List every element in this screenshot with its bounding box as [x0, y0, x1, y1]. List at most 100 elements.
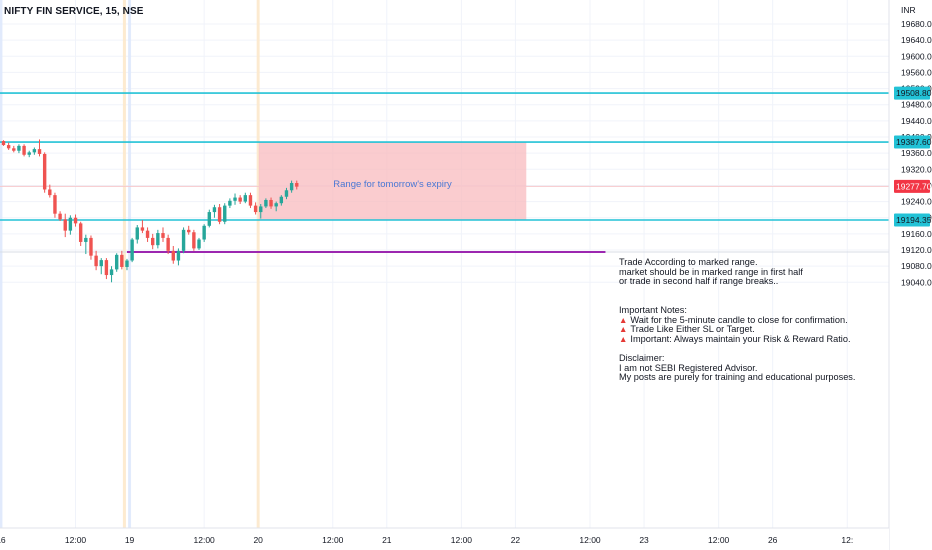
price-tag-label: 19387.60: [896, 137, 932, 147]
candle-body[interactable]: [161, 233, 165, 238]
candle-body[interactable]: [99, 260, 103, 267]
candle-body[interactable]: [114, 254, 119, 270]
x-tick-label: 22: [511, 535, 521, 545]
candle-body[interactable]: [120, 254, 124, 267]
candle-body[interactable]: [145, 230, 150, 238]
price-tag-label: 19277.70: [896, 181, 932, 191]
y-tick-label: 19440.00: [901, 116, 932, 126]
candle-body[interactable]: [58, 213, 62, 220]
session-marker: [128, 0, 132, 528]
candle-body[interactable]: [274, 203, 278, 207]
candle-body[interactable]: [78, 223, 83, 242]
y-tick-label: 19480.00: [901, 100, 932, 110]
x-tick-label: 12:00: [708, 535, 730, 545]
price-tag-label: 19508.80: [896, 88, 932, 98]
y-tick-label: 19640.00: [901, 35, 932, 45]
note-point-3-row: ▲ Important: Always maintain your Risk & …: [619, 333, 855, 345]
price-axis: [889, 0, 932, 550]
candle-body[interactable]: [233, 197, 237, 201]
candle-body[interactable]: [68, 217, 73, 231]
warning-icon: ▲: [619, 314, 628, 325]
time-axis: [0, 528, 889, 550]
y-tick-label: 19360.00: [901, 148, 932, 158]
y-tick-label: 19560.00: [901, 67, 932, 77]
notes-heading: Important Notes:: [619, 304, 687, 315]
candle-body[interactable]: [84, 237, 88, 242]
candle-body[interactable]: [187, 229, 191, 233]
candle-body[interactable]: [212, 207, 217, 213]
candle-body[interactable]: [264, 199, 268, 207]
candle-body[interactable]: [295, 183, 299, 187]
y-tick-label: 19080.00: [901, 261, 932, 271]
candle-body[interactable]: [53, 195, 57, 214]
candle-body[interactable]: [192, 232, 196, 249]
x-tick-label: 12:: [841, 535, 853, 545]
note-line-3: or trade in second half if range breaks.…: [619, 276, 779, 287]
x-tick-label: 12:00: [579, 535, 601, 545]
candle-body[interactable]: [202, 225, 206, 240]
candle-body[interactable]: [104, 260, 109, 276]
candle-body[interactable]: [217, 207, 222, 222]
candle-body[interactable]: [6, 145, 11, 149]
candle-body[interactable]: [248, 195, 253, 206]
candle-body[interactable]: [125, 260, 129, 267]
candle-body[interactable]: [259, 206, 263, 213]
candle-body[interactable]: [48, 189, 52, 196]
candle-body[interactable]: [27, 152, 31, 155]
warning-icon: ▲: [619, 333, 628, 344]
candle-body[interactable]: [12, 148, 16, 151]
candle-body[interactable]: [223, 205, 227, 222]
candle-body[interactable]: [89, 237, 93, 256]
candle-body[interactable]: [207, 212, 211, 226]
session-marker: [256, 0, 260, 528]
y-tick-label: 19040.00: [901, 277, 932, 287]
candle-body[interactable]: [109, 269, 114, 276]
note-point-1: Wait for the 5-minute candle to close fo…: [630, 314, 848, 325]
candle-body[interactable]: [135, 227, 139, 240]
trade-notes: Trade According to marked range. market …: [619, 257, 855, 383]
candle-body[interactable]: [130, 239, 134, 261]
candle-body[interactable]: [197, 239, 201, 249]
candle-body[interactable]: [94, 255, 98, 267]
note-point-1-row: ▲ Wait for the 5-minute candle to close f…: [619, 314, 855, 326]
y-tick-label: 19120.00: [901, 245, 932, 255]
candle-body[interactable]: [17, 145, 21, 151]
price-tag: [894, 86, 930, 100]
candle-body[interactable]: [1, 141, 6, 146]
candle-body[interactable]: [176, 250, 181, 261]
x-tick-label: 12:00: [322, 535, 344, 545]
candle-body[interactable]: [63, 219, 67, 231]
candle-body[interactable]: [289, 183, 294, 191]
y-tick-label: 19680.00: [901, 19, 932, 29]
x-tick-label: 12:00: [65, 535, 87, 545]
candle-body[interactable]: [73, 217, 78, 224]
price-tag: [894, 179, 930, 193]
candle-body[interactable]: [228, 200, 232, 206]
candle-body[interactable]: [22, 145, 26, 155]
candle-body[interactable]: [284, 190, 289, 197]
disclaimer-line-1: I am not SEBI Registered Advisor.: [619, 362, 758, 373]
candle-body[interactable]: [279, 196, 284, 204]
y-tick-label: 19160.00: [901, 229, 932, 239]
candle-body[interactable]: [269, 199, 273, 207]
candle-body[interactable]: [32, 149, 37, 153]
note-point-3: Important: Always maintain your Risk & R…: [630, 333, 851, 344]
candle-body[interactable]: [243, 195, 248, 202]
candle-body[interactable]: [37, 149, 42, 154]
candle-body[interactable]: [253, 205, 258, 213]
range-box[interactable]: [258, 142, 527, 221]
candle-body[interactable]: [140, 227, 145, 231]
candle-body[interactable]: [181, 229, 186, 251]
candle-body[interactable]: [238, 197, 242, 202]
note-point-2-row: ▲ Trade Like Either SL or Target.: [619, 324, 855, 335]
candle-body[interactable]: [166, 237, 170, 251]
note-line-1: Trade According to marked range.: [619, 257, 758, 267]
candle-body[interactable]: [42, 153, 47, 190]
candle-body[interactable]: [151, 237, 155, 246]
x-tick-label: 12:00: [451, 535, 473, 545]
session-marker: [0, 0, 3, 528]
x-tick-label: 20: [253, 535, 263, 545]
candle-body[interactable]: [171, 250, 175, 261]
candle-body[interactable]: [156, 233, 160, 246]
